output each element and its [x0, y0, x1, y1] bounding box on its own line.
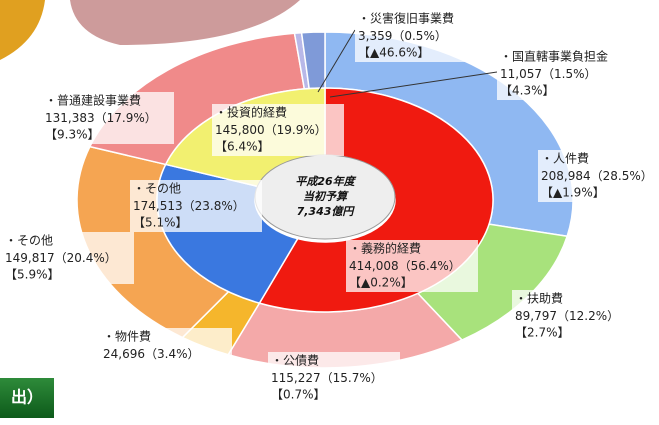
label-box: [497, 48, 629, 100]
share: （19.9%）: [265, 123, 327, 137]
amount: 3,359: [358, 29, 392, 43]
amount: 131,383: [45, 111, 95, 125]
share: （0.5%）: [392, 29, 447, 43]
label-box: [130, 180, 262, 232]
amount: 145,800: [215, 123, 265, 137]
category-label: ・物件費: [103, 329, 151, 344]
share: （23.8%）: [183, 199, 245, 213]
value-label: 11,057（1.5%）: [500, 67, 597, 81]
share: （56.4%）: [399, 259, 461, 273]
value-label: 414,008（56.4%）: [349, 259, 461, 273]
category-label: ・普通建設事業費: [45, 93, 141, 108]
amount: 174,513: [133, 199, 183, 213]
amount: 414,008: [349, 259, 399, 273]
label-box: [212, 104, 344, 156]
share: （17.9%）: [95, 111, 157, 125]
value-label: 208,984（28.5%）: [541, 169, 653, 183]
center-text: 当初予算: [303, 190, 349, 203]
cropped-shape: [70, 0, 300, 45]
change-label: 【2.7%】: [515, 326, 570, 340]
change-label: 【▲46.6%】: [358, 46, 429, 60]
change-label: 【▲0.2%】: [349, 276, 413, 290]
category-label: ・その他: [5, 234, 53, 248]
change-label: 【0.7%】: [271, 388, 326, 402]
label-box: [2, 232, 134, 284]
leader-line: [329, 71, 498, 98]
share: （3.4%）: [145, 347, 200, 361]
value-label: 131,383（17.9%）: [45, 111, 157, 125]
change-label: 【▲1.9%】: [541, 186, 605, 200]
share: （20.4%）: [55, 251, 117, 265]
labels: ・義務的経費414,008（56.4%）【▲0.2%】・その他174,513（2…: [2, 10, 659, 404]
value-label: 149,817（20.4%）: [5, 251, 117, 265]
change-label: 【6.4%】: [215, 140, 270, 154]
value-label: 174,513（23.8%）: [133, 199, 245, 213]
amount: 11,057: [500, 67, 542, 81]
category-label: ・災害復旧事業費: [358, 11, 454, 26]
share: （12.2%）: [557, 309, 619, 323]
label-box: [100, 328, 232, 364]
share: （15.7%）: [321, 371, 383, 385]
footer-tab: [0, 378, 54, 418]
change-label: 【5.9%】: [5, 268, 60, 282]
value-label: 115,227（15.7%）: [271, 371, 383, 385]
label-box: [268, 352, 400, 404]
label-box: [42, 92, 174, 144]
cropped-shape: [0, 0, 45, 60]
category-label: ・国直轄事業負担金: [500, 49, 608, 64]
amount: 24,696: [103, 347, 145, 361]
amount: 208,984: [541, 169, 591, 183]
change-label: 【4.3%】: [500, 84, 555, 98]
change-label: 【9.3%】: [45, 128, 100, 142]
category-label: ・その他: [133, 182, 181, 196]
amount: 149,817: [5, 251, 55, 265]
value-label: 89,797（12.2%）: [515, 309, 619, 323]
value-label: 3,359（0.5%）: [358, 29, 447, 43]
category-label: ・公債費: [271, 353, 319, 368]
amount: 89,797: [515, 309, 557, 323]
change-label: 【5.1%】: [133, 216, 188, 230]
amount: 115,227: [271, 371, 321, 385]
label-box: [346, 240, 478, 292]
category-label: ・義務的経費: [349, 241, 421, 256]
center-text: 平成26年度: [295, 175, 356, 188]
value-label: 24,696（3.4%）: [103, 347, 200, 361]
category-label: ・投資的経費: [215, 105, 287, 120]
label-box: [355, 10, 487, 62]
leader-line: [317, 29, 356, 93]
share: （28.5%）: [591, 169, 653, 183]
label-box: [538, 150, 659, 202]
label-box: [512, 290, 644, 342]
value-label: 145,800（19.9%）: [215, 123, 327, 137]
category-label: ・扶助費: [515, 291, 563, 306]
category-label: ・人件費: [541, 151, 589, 166]
share: （1.5%）: [542, 67, 597, 81]
footer-tab-text: 出）: [11, 388, 43, 407]
center-text: 7,343億円: [297, 205, 356, 218]
